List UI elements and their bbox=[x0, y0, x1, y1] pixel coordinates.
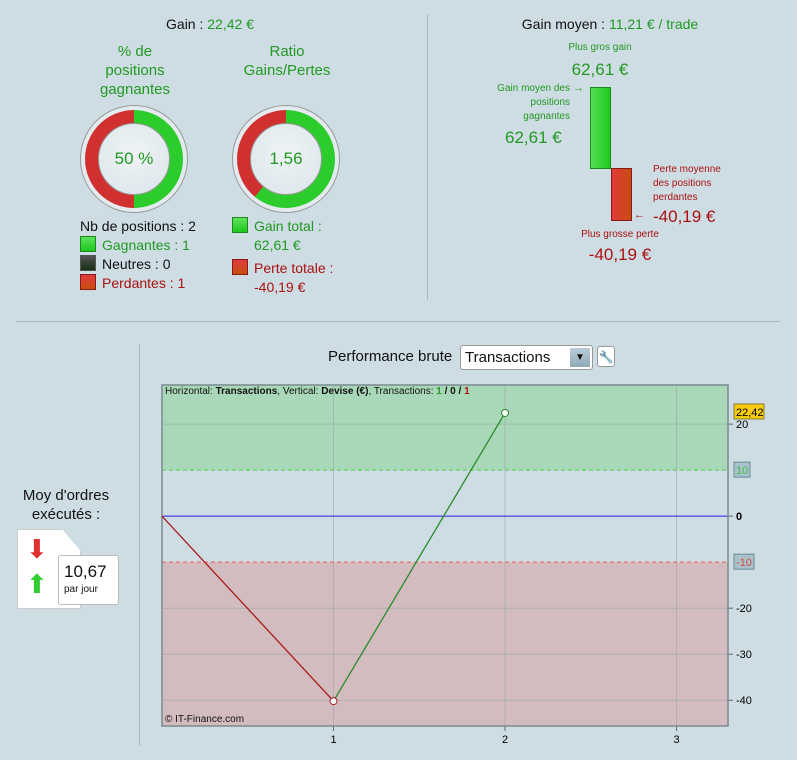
performance-label: Performance brute bbox=[328, 348, 453, 365]
avg-loss-label: Perte moyenne des positions perdantes bbox=[653, 164, 721, 203]
profit-zone bbox=[162, 385, 728, 471]
arrow-icon: ← bbox=[634, 209, 645, 221]
plot-border bbox=[161, 384, 729, 727]
performance-select[interactable]: Transactions ▼ bbox=[460, 345, 593, 370]
avg-loss-value: -40,19 € bbox=[653, 207, 716, 226]
upper-threshold-label: 10 bbox=[736, 465, 748, 477]
ratio-donut: 1,56 bbox=[232, 105, 340, 213]
avg-loss-bar bbox=[611, 168, 632, 221]
divider bbox=[427, 14, 428, 300]
loss-total-value: -40,19 € bbox=[254, 279, 306, 295]
avg-gain: Gain moyen : 11,21 € / trade bbox=[521, 16, 699, 32]
losers-swatch bbox=[80, 274, 96, 290]
pct-title: % de positions gagnantes bbox=[99, 43, 171, 98]
neutral-swatch bbox=[80, 255, 96, 271]
arrow-down-icon: ⬇ bbox=[26, 534, 48, 564]
lower-threshold-label-box bbox=[733, 553, 755, 570]
loss-zone bbox=[162, 562, 728, 726]
gain-summary: Gain : 22,42 € bbox=[120, 16, 300, 32]
series-segment bbox=[161, 515, 334, 702]
upper-threshold-label-box bbox=[733, 461, 751, 478]
y-tick-label: -20 bbox=[736, 603, 752, 615]
biggest-loss-label: Plus grosse perte bbox=[581, 229, 659, 240]
wrench-icon[interactable]: 🔧 bbox=[597, 346, 615, 367]
x-tick-label: 3 bbox=[673, 734, 679, 746]
lower-threshold-label: -10 bbox=[736, 557, 752, 569]
arrow-up-icon: ⬆ bbox=[26, 569, 48, 599]
data-point bbox=[501, 408, 510, 417]
avg-win-label: Gain moyen des positions gagnantes bbox=[497, 83, 570, 122]
y-tick-label: 0 bbox=[736, 511, 742, 523]
biggest-gain-value: 62,61 € bbox=[571, 60, 629, 79]
gain-total-swatch bbox=[232, 217, 248, 233]
chevron-down-icon[interactable]: ▼ bbox=[570, 348, 590, 367]
orders-badge: 10,67 par jour bbox=[58, 555, 119, 605]
x-tick-label: 1 bbox=[330, 734, 336, 746]
watermark: © IT-Finance.com bbox=[165, 714, 245, 725]
win-percentage-value: 50 % bbox=[98, 123, 170, 195]
winners-swatch bbox=[80, 236, 96, 252]
biggest-loss-value: -40,19 € bbox=[588, 245, 652, 264]
winners-count: Gagnantes : 1 bbox=[102, 237, 190, 253]
gain-value: 22,42 € bbox=[207, 16, 254, 32]
chart-info: Horizontal: Transactions, Vertical: Devi… bbox=[165, 386, 470, 397]
last-value-box bbox=[733, 403, 765, 420]
orders-value: 10,67 bbox=[64, 562, 107, 581]
avg-win-value: 62,61 € bbox=[505, 128, 562, 147]
series-segment bbox=[332, 412, 506, 702]
win-percentage-donut: 50 % bbox=[80, 105, 188, 213]
y-tick-label: -30 bbox=[736, 649, 752, 661]
gain-total-value: 62,61 € bbox=[254, 237, 301, 253]
totals-legend: Gain total : 62,61 € Perte totale : -40,… bbox=[232, 217, 333, 297]
divider bbox=[16, 321, 780, 322]
data-point bbox=[329, 697, 338, 706]
y-tick-label: 20 bbox=[736, 419, 748, 431]
biggest-gain-label: Plus gros gain bbox=[568, 42, 632, 53]
neutral-count: Neutres : 0 bbox=[102, 256, 171, 272]
arrow-icon: → bbox=[573, 82, 584, 94]
avg-win-bar bbox=[590, 87, 611, 169]
positions-count: Nb de positions : 2 bbox=[80, 218, 196, 234]
select-value: Transactions bbox=[465, 349, 551, 366]
loss-total-swatch bbox=[232, 259, 248, 275]
orders-unit: par jour bbox=[64, 584, 98, 595]
last-value-label: 22,42 bbox=[736, 407, 764, 419]
gain-label: Gain : bbox=[166, 16, 204, 32]
divider bbox=[139, 344, 140, 746]
y-tick-label: -40 bbox=[736, 695, 752, 707]
x-tick-label: 2 bbox=[502, 734, 508, 746]
ratio-value: 1,56 bbox=[250, 123, 322, 195]
losers-count: Perdantes : 1 bbox=[102, 275, 186, 291]
positions-legend: Nb de positions : 2 Gagnantes : 1 Neutre… bbox=[80, 217, 196, 293]
orders-title: Moy d'ordres exécutés : bbox=[22, 487, 110, 523]
ratio-title: Ratio Gains/Pertes bbox=[243, 43, 331, 79]
